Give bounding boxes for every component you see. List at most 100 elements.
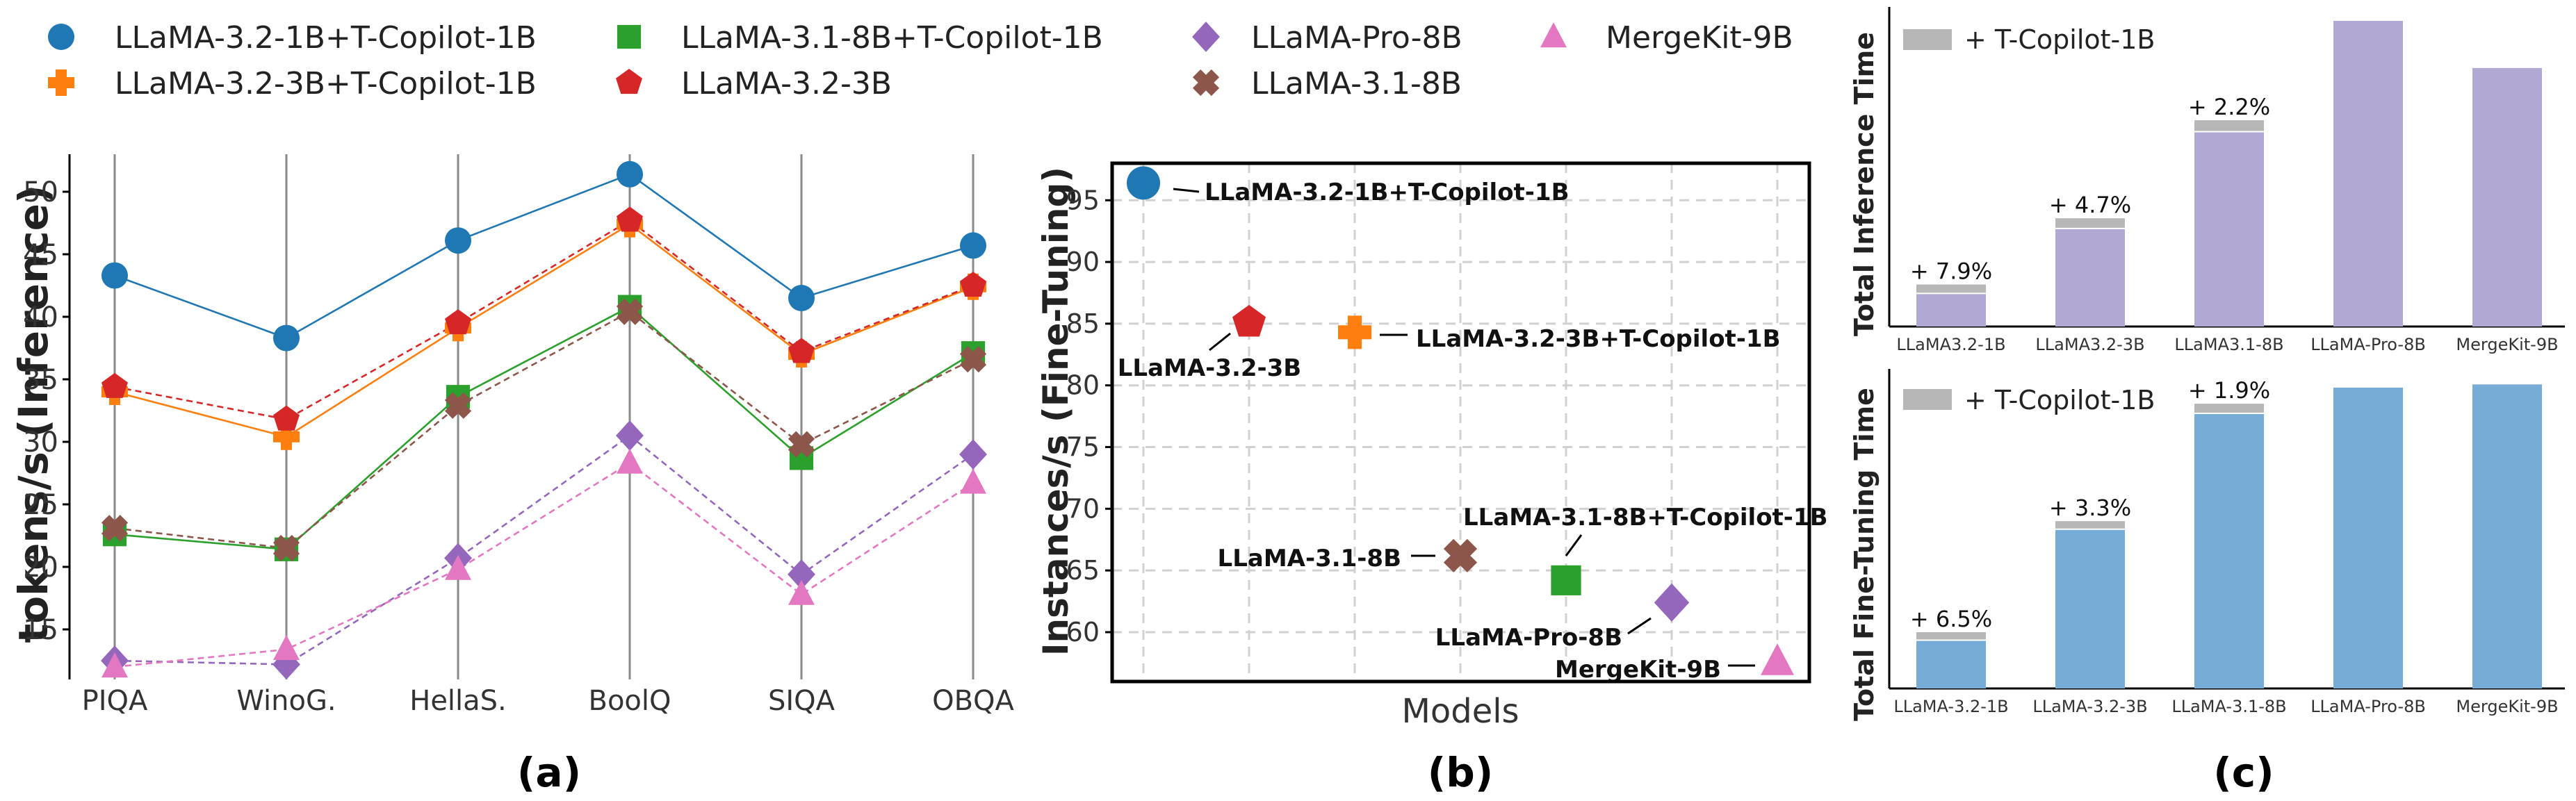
panel-a-series-line [114, 173, 974, 340]
panel-c-bar-base [2472, 384, 2542, 688]
panel-b-point [1232, 304, 1266, 337]
panel-c-bar-base [2055, 228, 2125, 327]
legend-label: LLaMA-3.2-3B+T-Copilot-1B [115, 66, 537, 101]
panel-b-annotation: LLaMA-3.2-3B+T-Copilot-1B [1416, 325, 1781, 353]
panel-b-y-tick-label: 75 [1066, 432, 1100, 463]
panel-c-x-tick-label: LLaMA3.1-8B [2174, 335, 2283, 354]
panel-a-point [959, 439, 987, 470]
panel-a-x-ticks: PIQA WinoG. HellaS. BoolQ SIQA OBQA [82, 685, 1015, 717]
panel-c-bar-overhead [2194, 404, 2264, 413]
circle-icon [48, 24, 74, 50]
panel-a-x-tick-label: SIQA [768, 685, 835, 717]
legend-marker-triangle [1540, 22, 1567, 48]
panel-b-annotation-leader [1565, 534, 1583, 556]
panel-a-point [101, 262, 128, 289]
panel-b-annotation-leader [1209, 332, 1231, 352]
legend-label: LLaMA-3.1-8B+T-Copilot-1B [681, 20, 1103, 56]
panel-c-bottom-ylabel: Total Fine-Tuning Time [1849, 388, 1880, 721]
panel-c-overhead-label: + 2.2% [2188, 94, 2270, 120]
panel-a-point [273, 324, 300, 352]
panel-b-annotation-leader [1173, 188, 1200, 193]
legend-item: LLaMA-3.1-8B+T-Copilot-1B [617, 20, 1103, 56]
panel-a-point [959, 346, 987, 373]
panel-a-y-tick-label: 40 [23, 302, 58, 333]
panel-c-overhead-label: + 4.7% [2049, 192, 2131, 218]
panel-a-y-tick-label: 50 [23, 176, 58, 208]
panel-b-annotation: LLaMA-3.1-8B [1218, 545, 1401, 572]
legend: LLaMA-3.2-1B+T-Copilot-1B LLaMA-3.2-3B+T… [48, 20, 1793, 101]
panel-a-point [101, 515, 129, 542]
panel-c-overhead-label: + 6.5% [1910, 606, 1992, 632]
panel-a-point [445, 227, 471, 254]
panel-c-top-ylabel: Total Inference Time [1849, 32, 1880, 336]
panel-a-y-tick-label: 20 [23, 552, 58, 584]
panel-c-bar-base [2333, 21, 2403, 327]
cross-icon [1192, 69, 1220, 97]
legend-marker-cross [1192, 69, 1220, 97]
panel-a-point [445, 309, 471, 335]
panel-b-annotation: LLaMA-3.2-1B+T-Copilot-1B [1205, 179, 1570, 206]
overhead-swatch [1903, 389, 1952, 410]
overhead-swatch [1903, 29, 1952, 50]
panel-a-point-shape [272, 534, 300, 562]
panel-b-annotation: MergeKit-9B [1555, 656, 1721, 684]
panel-b-annotation-leader [1627, 617, 1652, 635]
panel-b-y-tick-label: 70 [1066, 493, 1100, 524]
legend-marker-pentagon [616, 69, 642, 94]
panel-a-series-line [114, 462, 974, 668]
panel-b-annotation: LLaMA-3.1-8B+T-Copilot-1B [1463, 504, 1828, 531]
panel-a-point [617, 206, 643, 232]
panel-a-series-line [114, 223, 974, 438]
panel-a-x-tick-label: HellaS. [409, 685, 507, 717]
panel-c-bar-charts: Total Inference Time Total Fine-Tuning T… [1849, 7, 2565, 796]
legend-label: LLaMA-3.2-3B [681, 66, 892, 101]
panel-b-frame [1110, 161, 1811, 684]
panel-a-point [788, 431, 815, 458]
panel-a-point [101, 652, 128, 678]
panel-b-point [1443, 538, 1478, 572]
panel-b-y-tick-label: 60 [1066, 617, 1100, 647]
square-icon [617, 24, 642, 49]
legend-item: MergeKit-9B [1540, 20, 1793, 56]
panel-c-x-tick-label: LLaMA-3.1-8B [2171, 697, 2286, 716]
plus-icon [48, 69, 74, 96]
panel-c-bar-base [2194, 131, 2264, 327]
panel-a-point-shape [101, 515, 129, 542]
panel-c-bar-overhead [1916, 284, 1986, 294]
panel-b-y-tick-label: 85 [1066, 308, 1100, 339]
panel-c-bar-base [2333, 387, 2403, 688]
panel-a-point [616, 298, 644, 325]
panel-a-point [101, 372, 128, 398]
legend-item: LLaMA-3.2-1B+T-Copilot-1B [48, 20, 537, 56]
panel-a-series-line [114, 219, 974, 420]
panel-c-top-legend: + T-Copilot-1B [1903, 24, 2155, 55]
panel-a-ylabel: tokens/s (Inference) [10, 185, 57, 643]
panel-b-y-tick-label: 95 [1066, 185, 1100, 215]
pentagon-icon [616, 69, 642, 94]
panel-c-overhead-label: + 1.9% [2188, 377, 2270, 404]
panel-b-y-tick-label: 90 [1066, 247, 1100, 277]
panel-a-point [273, 423, 300, 450]
panel-c-x-tick-label: LLaMA3.2-3B [2035, 335, 2144, 354]
panel-b-annotation: LLaMA-Pro-8B [1435, 624, 1622, 652]
legend-label: MergeKit-9B [1606, 20, 1793, 56]
panel-a-y-tick-label: 35 [23, 364, 58, 396]
panel-a-series [101, 160, 987, 680]
panel-b-xlabel: Models [1401, 692, 1519, 731]
panel-a-x-tick-label: BoolQ [589, 685, 671, 717]
panel-a-point [273, 405, 300, 431]
panel-a-point [444, 392, 472, 419]
panel-a-point-shape [444, 392, 472, 419]
panel-c-x-tick-label: MergeKit-9B [2456, 335, 2558, 354]
panel-c-x-tick-label: LLaMA-3.2-3B [2032, 697, 2147, 716]
panel-b-point [1654, 583, 1690, 622]
diamond-icon [1192, 22, 1220, 52]
legend-marker-cross-shape [1192, 69, 1220, 97]
panel-b-ylabel: Instances/s (Fine-Tuning) [1036, 167, 1076, 656]
panel-a-line-chart: tokens/s (Inference) 15 20 25 30 35 40 45 50 PI… [10, 154, 1015, 796]
panel-b-point [1551, 565, 1581, 595]
panel-b-point [1761, 643, 1794, 675]
legend-item: LLaMA-3.2-3B [616, 66, 892, 101]
legend-item: LLaMA-3.2-3B+T-Copilot-1B [48, 66, 537, 101]
panel-b-y-tick-label: 65 [1066, 555, 1100, 586]
